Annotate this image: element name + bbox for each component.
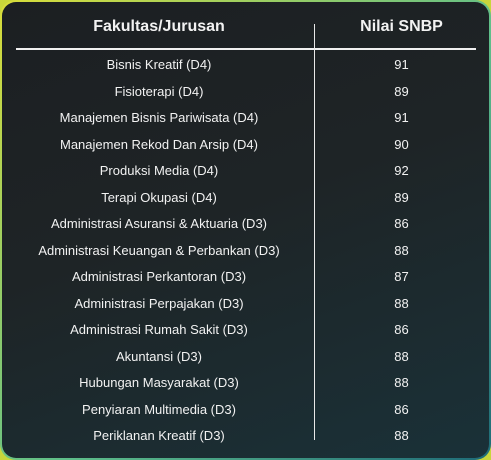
table-row: Terapi Okupasi (D4) 89 (2, 185, 489, 212)
program-name: Administrasi Perkantoran (D3) (71, 269, 247, 284)
header-divider (16, 48, 476, 50)
program-name: Penyiaran Multimedia (D3) (82, 401, 236, 417)
program-name: Fisioterapi (D4) (114, 83, 204, 99)
program-score: 86 (394, 322, 409, 337)
program-score: 89 (394, 189, 409, 205)
program-score: 87 (394, 269, 409, 284)
table-row: Fisioterapi (D4) 89 (2, 79, 489, 106)
program-name: Akuntansi (D3) (116, 348, 202, 364)
program-score: 88 (394, 242, 409, 258)
program-score: 88 (394, 295, 409, 311)
table-row: Produksi Media (D4) 92 (2, 158, 489, 185)
program-name: Periklanan Kreatif (D3) (93, 428, 225, 443)
table-row: Administrasi Rumah Sakit (D3) 86 (2, 317, 489, 344)
table-row: Akuntansi (D3) 88 (2, 344, 489, 371)
header-score: Nilai SNBP (360, 18, 443, 35)
table-row: Manajemen Rekod Dan Arsip (D4) 90 (2, 132, 489, 159)
table-row: Administrasi Perpajakan (D3) 88 (2, 291, 489, 318)
program-name: Administrasi Keuangan & Perbankan (D3) (38, 242, 280, 258)
program-name: Produksi Media (D4) (99, 163, 219, 178)
program-score: 91 (394, 57, 409, 72)
program-score: 90 (394, 136, 409, 152)
column-divider (314, 24, 315, 440)
table-row: Administrasi Perkantoran (D3) 87 (2, 264, 489, 291)
program-score: 91 (394, 110, 409, 125)
program-score: 86 (394, 401, 409, 417)
program-name: Terapi Okupasi (D4) (101, 189, 217, 205)
program-score: 88 (394, 428, 409, 443)
program-score: 88 (394, 375, 409, 390)
table-row: Penyiaran Multimedia (D3) 86 (2, 397, 489, 424)
table-header: Fakultas/Jurusan Nilai SNBP (2, 12, 489, 44)
program-name: Administrasi Asuransi & Aktuaria (D3) (50, 216, 268, 231)
table-row: Manajemen Bisnis Pariwisata (D4) 91 (2, 105, 489, 132)
table-row: Administrasi Asuransi & Aktuaria (D3) 86 (2, 211, 489, 238)
table-row: Hubungan Masyarakat (D3) 88 (2, 370, 489, 397)
table-row: Administrasi Keuangan & Perbankan (D3) 8… (2, 238, 489, 265)
program-score: 92 (394, 163, 409, 178)
program-score: 88 (394, 348, 409, 364)
program-score: 89 (394, 83, 409, 99)
program-name: Hubungan Masyarakat (D3) (79, 375, 239, 390)
program-name: Administrasi Perpajakan (D3) (74, 295, 244, 311)
table-row: Periklanan Kreatif (D3) 88 (2, 423, 489, 450)
program-name: Administrasi Rumah Sakit (D3) (70, 322, 248, 337)
program-name: Manajemen Rekod Dan Arsip (D4) (60, 136, 258, 152)
program-score: 86 (394, 216, 409, 231)
table-body: Bisnis Kreatif (D4) 91 Fisioterapi (D4) … (2, 52, 489, 450)
table-row: Bisnis Kreatif (D4) 91 (2, 52, 489, 79)
program-name: Bisnis Kreatif (D4) (106, 57, 212, 72)
header-program: Fakultas/Jurusan (93, 18, 225, 35)
program-name: Manajemen Bisnis Pariwisata (D4) (59, 110, 259, 125)
